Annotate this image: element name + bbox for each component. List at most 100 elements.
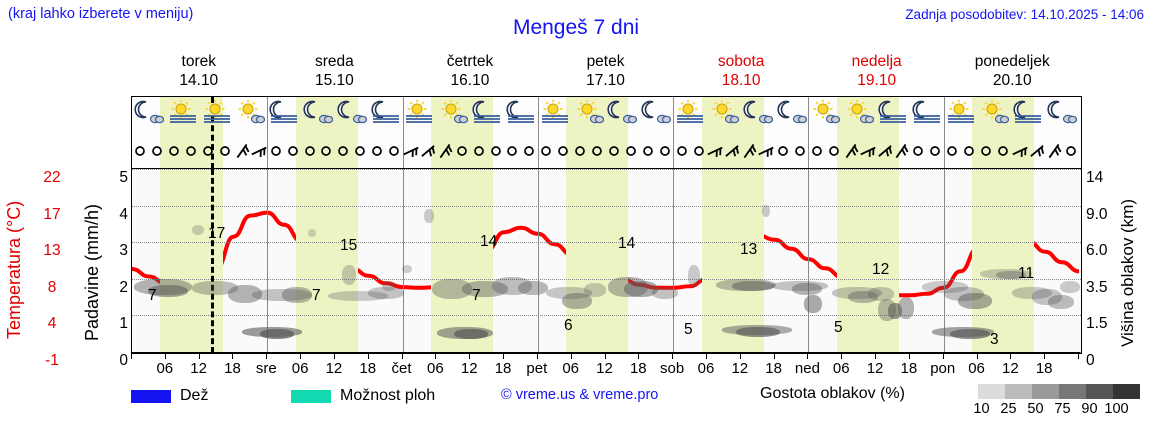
moon-mist-icon [472,100,501,123]
sun-cloud-icon [982,100,1010,124]
moon-cloud-icon [337,100,367,124]
cloud-density-blob [282,287,312,303]
wind-calm-icon [152,146,163,156]
moon-mist-icon [506,100,534,123]
cloud-density-step [1059,384,1086,399]
copyright-link[interactable]: © vreme.us & vreme.pro [501,387,659,403]
x-axis-label: 06 [427,360,444,377]
wind-calm-icon [609,146,619,156]
cloud-density-blob [546,287,592,299]
wind-calm-icon [659,146,670,156]
day-separator [808,97,810,169]
gridline [132,315,1081,316]
legend-item-showers: Možnost ploh [291,387,435,405]
temperature-value-label: 7 [312,287,321,304]
wind-calm-icon [456,146,467,156]
x-axis-tick [1044,353,1046,359]
cloud-density-tick: 100 [1104,401,1129,417]
x-axis-tick [131,353,132,359]
sun-mist-icon [406,100,433,123]
wind-calm-icon [981,146,991,156]
x-axis-label: 06 [832,360,850,377]
axis-tick: 1 [119,315,128,332]
current-time-marker [210,97,214,169]
cloud-density-blob [868,287,894,301]
day-date: 15.10 [314,72,354,89]
sun-cloud-icon [813,100,841,124]
temperature-value-label: 7 [148,287,157,304]
wind-barb-icon [439,143,453,159]
cloud-density-blob [252,289,312,301]
cloud-density-blob [996,271,1026,279]
moon-cloud-icon [134,100,164,124]
day-separator [673,169,675,353]
daylight-band [566,169,629,353]
day-date: 17.10 [586,72,625,89]
day-separator [943,97,945,169]
cloud-density-step [1005,384,1032,399]
wind-calm-icon [930,146,941,156]
wind-calm-icon [203,146,213,156]
wind-calm-icon [304,146,315,156]
wind-calm-icon [135,146,146,156]
day-header-ponedeljek: ponedeljek 20.10 [944,52,1080,94]
legend-label-showers: Možnost ploh [340,387,436,404]
wind-barb-icon [236,143,250,159]
wind-calm-icon [338,146,349,156]
cloud-density-blob [652,287,678,299]
x-axis-tick [807,353,809,359]
x-axis-tick [469,353,471,359]
cloud-density-step [978,384,1005,399]
cloud-density-legend: Gostota oblakov (%) 10 25 50 75 90 100 [760,383,1152,428]
gridline [132,278,1081,280]
cloud-density-blob [492,277,532,295]
sun-cloud-icon [577,100,604,124]
legend: Dež Možnost ploh © vreme.us & vreme.pro [131,385,691,411]
temperature-value-label: 14 [480,233,498,250]
cloud-density-blob [342,265,356,285]
cloud-density-blob [624,281,658,297]
daylight-band [566,97,629,169]
moon-cloud-icon [1047,100,1078,124]
cloud-height-axis-ticks: 14 9.0 6.0 3.5 1.5 0 [1086,160,1130,370]
moon-cloud-icon [607,100,638,124]
temperature-value-label: 17 [208,225,226,242]
wind-barb-icon [725,145,740,157]
day-header-torek: torek 14.10 [131,52,267,94]
moon-cloud-icon [641,100,672,124]
cloud-density-tick-labels: 10 25 50 75 90 100 [968,401,1130,417]
sun-mist-icon [203,100,230,123]
sun-mist-icon [947,100,974,123]
cloud-density-blob [228,285,262,303]
x-axis-label: sre [255,360,277,377]
location-menu-note: (kraj lahko izberete v meniju) [8,6,194,22]
cloud-density-blob [432,279,472,299]
day-name: nedelja [851,53,902,70]
cloud-density-blob [848,291,878,303]
temperature-value-label: 13 [740,241,758,258]
sun-mist-icon [541,100,568,123]
daylight-band [430,169,494,353]
x-axis-label: pet [526,360,548,377]
forecast-plot-area: 7 17 7 15 7 14 6 14 5 13 5 12 3 11 [131,168,1082,354]
cloud-density-blob [518,281,548,295]
cloud-density-blob [382,281,396,291]
x-axis-tick [942,353,944,359]
axis-tick: 14 [1086,169,1104,186]
cloud-density-tick: 75 [1054,401,1071,417]
temperature-value-label: 15 [340,237,358,254]
x-axis-tick [1078,353,1079,359]
x-axis-tick [232,353,234,359]
x-axis-label: 18 [1035,360,1053,377]
x-axis-tick [908,353,910,359]
axis-tick: 2 [119,278,128,296]
wind-barb-icon [743,143,757,159]
temperature-value-label: 7 [472,287,481,304]
gridline [132,169,1081,170]
cloud-density-blob [562,293,592,309]
cloud-density-step [1113,384,1140,399]
wind-barb-icon [1030,145,1044,157]
axis-tick: 17 [43,205,61,223]
x-axis-label: 18 [629,360,647,377]
cloud-density-label: Gostota oblakov (%) [760,385,905,402]
